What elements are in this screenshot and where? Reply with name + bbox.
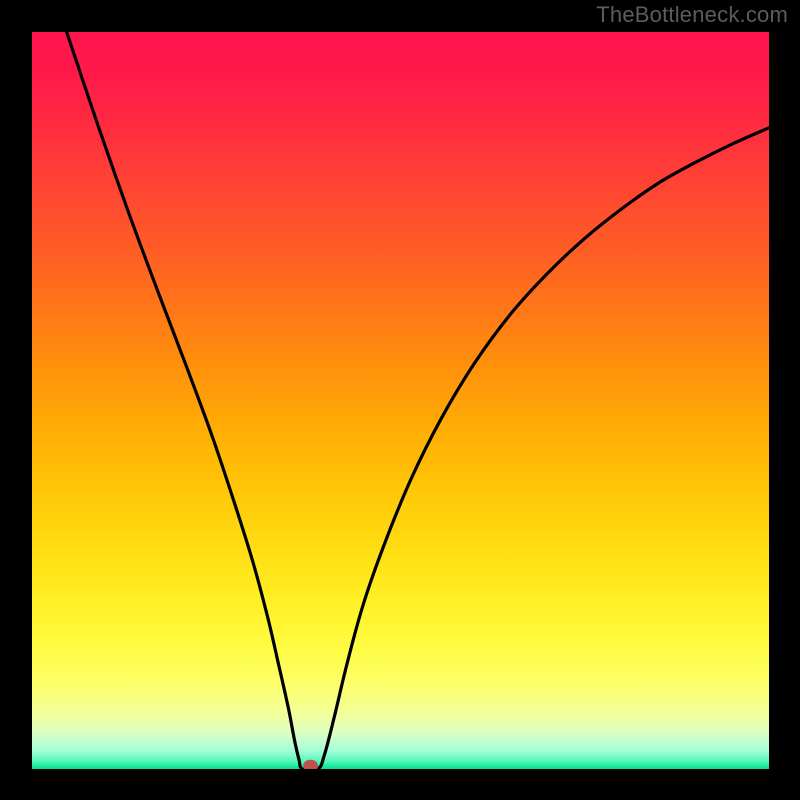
bottleneck-chart [32, 32, 769, 769]
chart-frame: TheBottleneck.com [0, 0, 800, 800]
optimal-point-marker [304, 760, 318, 769]
watermark-text: TheBottleneck.com [596, 2, 788, 28]
gradient-background [32, 32, 769, 769]
